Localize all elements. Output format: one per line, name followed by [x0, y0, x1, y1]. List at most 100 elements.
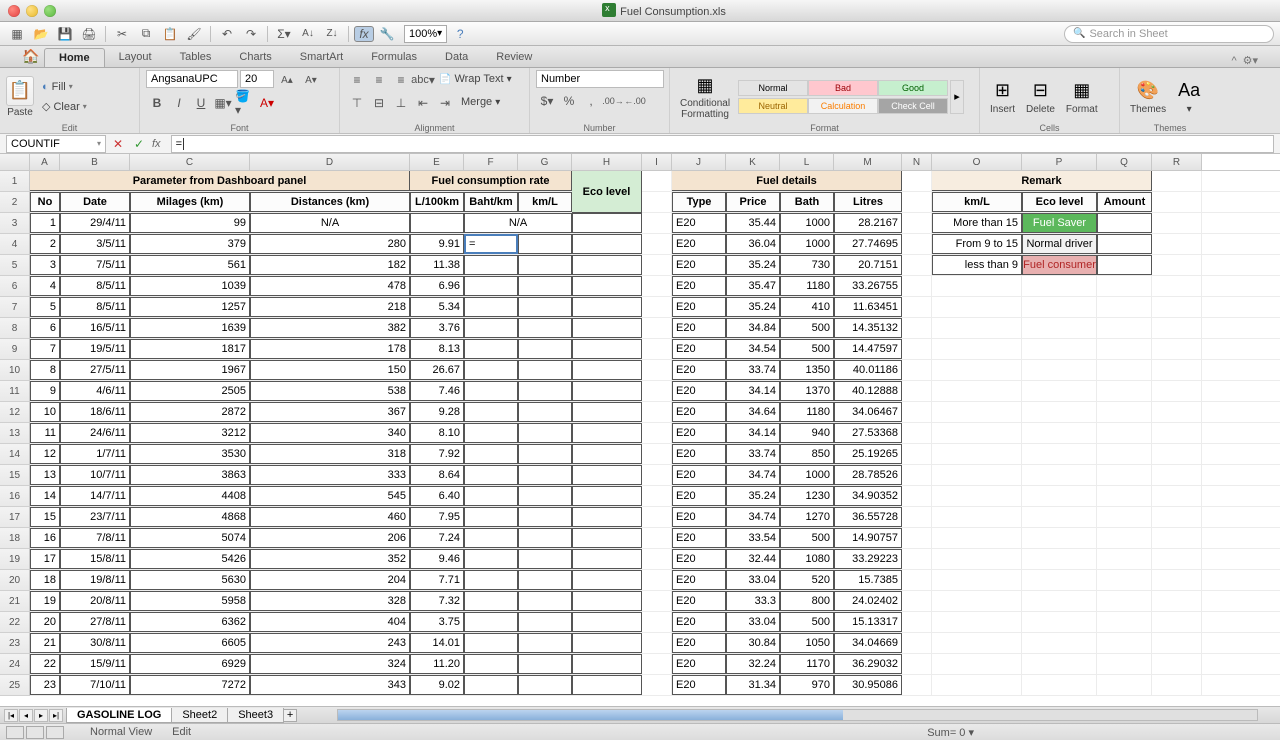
- indent-dec-icon[interactable]: ⇤: [412, 93, 434, 113]
- cell[interactable]: [1152, 507, 1202, 527]
- column-headers[interactable]: ABCDEFGHIJKLMNOPQR: [30, 154, 1280, 171]
- cell[interactable]: More than 15: [932, 213, 1022, 233]
- cell[interactable]: N/A: [464, 213, 572, 233]
- cell[interactable]: 14.01: [410, 633, 464, 653]
- cell[interactable]: 328: [250, 591, 410, 611]
- cell[interactable]: 1: [30, 213, 60, 233]
- cell[interactable]: 7.92: [410, 444, 464, 464]
- cell[interactable]: 32.44: [726, 549, 780, 569]
- cell[interactable]: 318: [250, 444, 410, 464]
- cell[interactable]: Baht/km: [464, 192, 518, 212]
- row-header[interactable]: 18: [0, 528, 30, 549]
- formula-input[interactable]: =: [171, 135, 1274, 153]
- cell[interactable]: [518, 297, 572, 317]
- cell[interactable]: [518, 570, 572, 590]
- row-header[interactable]: 10: [0, 360, 30, 381]
- cell[interactable]: 34.84: [726, 318, 780, 338]
- cell[interactable]: E20: [672, 297, 726, 317]
- cell[interactable]: 8: [30, 360, 60, 380]
- cell[interactable]: 500: [780, 612, 834, 632]
- cell[interactable]: 11.63451: [834, 297, 902, 317]
- cell[interactable]: [1152, 591, 1202, 611]
- cell[interactable]: [902, 276, 932, 296]
- ribbon-tab-formulas[interactable]: Formulas: [357, 48, 431, 67]
- cell[interactable]: [464, 675, 518, 695]
- cell[interactable]: 33.04: [726, 570, 780, 590]
- row-header[interactable]: 21: [0, 591, 30, 612]
- cell[interactable]: [572, 486, 642, 506]
- cell[interactable]: [902, 612, 932, 632]
- cell[interactable]: 31.34: [726, 675, 780, 695]
- cell[interactable]: 5630: [130, 570, 250, 590]
- cell[interactable]: [642, 339, 672, 359]
- cell[interactable]: 280: [250, 234, 410, 254]
- close-icon[interactable]: [8, 5, 20, 17]
- grow-font-icon[interactable]: A▴: [276, 70, 298, 90]
- cell[interactable]: [642, 465, 672, 485]
- cell[interactable]: [1097, 339, 1152, 359]
- window-controls[interactable]: [8, 5, 56, 17]
- cell[interactable]: [642, 633, 672, 653]
- cell[interactable]: [1022, 570, 1097, 590]
- themes-button[interactable]: 🎨Themes: [1126, 79, 1170, 115]
- cell[interactable]: [1022, 528, 1097, 548]
- indent-inc-icon[interactable]: ⇥: [434, 93, 456, 113]
- cell[interactable]: 24/6/11: [60, 423, 130, 443]
- row-header[interactable]: 13: [0, 423, 30, 444]
- cell[interactable]: E20: [672, 381, 726, 401]
- cell[interactable]: 343: [250, 675, 410, 695]
- cell[interactable]: [464, 360, 518, 380]
- cell[interactable]: 6.40: [410, 486, 464, 506]
- row-header[interactable]: 12: [0, 402, 30, 423]
- cell[interactable]: 15.7385: [834, 570, 902, 590]
- bold-button[interactable]: B: [146, 93, 168, 113]
- cell[interactable]: [642, 570, 672, 590]
- cell[interactable]: 367: [250, 402, 410, 422]
- cell[interactable]: [1097, 213, 1152, 233]
- cell[interactable]: [518, 633, 572, 653]
- format-painter-icon[interactable]: 🖌: [183, 25, 205, 43]
- cell[interactable]: [1022, 402, 1097, 422]
- cell[interactable]: Eco level: [572, 171, 642, 213]
- cell[interactable]: Eco level: [1022, 192, 1097, 212]
- cell[interactable]: [642, 318, 672, 338]
- open-icon[interactable]: 📂: [30, 25, 52, 43]
- cell[interactable]: 26.67: [410, 360, 464, 380]
- cell[interactable]: 30.95086: [834, 675, 902, 695]
- cell[interactable]: 3.76: [410, 318, 464, 338]
- cell[interactable]: 34.14: [726, 423, 780, 443]
- cell[interactable]: 20: [30, 612, 60, 632]
- cell[interactable]: 14.90757: [834, 528, 902, 548]
- ribbon-collapse-icon[interactable]: ^: [1231, 55, 1236, 67]
- cell[interactable]: 1000: [780, 234, 834, 254]
- cell[interactable]: [932, 549, 1022, 569]
- cell[interactable]: [642, 486, 672, 506]
- cell[interactable]: [518, 360, 572, 380]
- cell[interactable]: 16: [30, 528, 60, 548]
- cell[interactable]: [464, 507, 518, 527]
- cell[interactable]: 16/5/11: [60, 318, 130, 338]
- valign-top-icon[interactable]: ⊤: [346, 93, 368, 113]
- cell[interactable]: [1152, 444, 1202, 464]
- cell[interactable]: [642, 381, 672, 401]
- cell[interactable]: [1097, 444, 1152, 464]
- row-header[interactable]: 19: [0, 549, 30, 570]
- cell[interactable]: From 9 to 15: [932, 234, 1022, 254]
- cell[interactable]: [410, 213, 464, 233]
- cell[interactable]: [932, 591, 1022, 611]
- cell[interactable]: 182: [250, 255, 410, 275]
- autosum-icon[interactable]: Σ▾: [273, 25, 295, 43]
- cell[interactable]: [464, 465, 518, 485]
- cell[interactable]: [902, 234, 932, 254]
- cell[interactable]: 6605: [130, 633, 250, 653]
- cell[interactable]: [1152, 528, 1202, 548]
- cell[interactable]: 7.24: [410, 528, 464, 548]
- cell[interactable]: [518, 465, 572, 485]
- cell[interactable]: 8.64: [410, 465, 464, 485]
- cell[interactable]: 8/5/11: [60, 297, 130, 317]
- cell[interactable]: [902, 402, 932, 422]
- row-header[interactable]: 3: [0, 213, 30, 234]
- cell[interactable]: 8/5/11: [60, 276, 130, 296]
- cell[interactable]: 19: [30, 591, 60, 611]
- cell[interactable]: [642, 276, 672, 296]
